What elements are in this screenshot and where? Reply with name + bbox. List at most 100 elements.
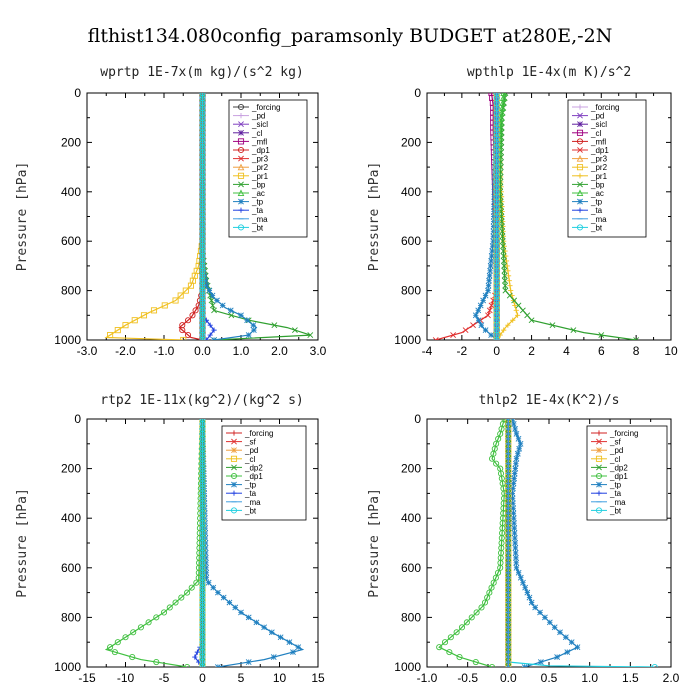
- legend-entry: _bt: [233, 223, 264, 232]
- series-point: [207, 332, 213, 338]
- legend-marker: [231, 481, 237, 488]
- series-point: [214, 664, 221, 667]
- legend-entry: _tp: [226, 481, 257, 490]
- series-point: [245, 332, 252, 338]
- series-group: [104, 93, 314, 340]
- series-point: [130, 629, 137, 636]
- x-tick-label: -2: [457, 344, 468, 358]
- series-point: [633, 337, 640, 340]
- series-point: [490, 238, 497, 245]
- series-point: [497, 430, 504, 437]
- y-tick-label: 800: [61, 610, 81, 624]
- series-point: [505, 419, 512, 422]
- x-tick-label: 2: [528, 344, 535, 358]
- series-point: [244, 317, 251, 324]
- legend: _forcing_sf_pd_cl_dp2_dp1_tp_ta_ma_bt: [221, 425, 307, 521]
- legend-marker: [595, 472, 603, 480]
- legend-marker: [237, 224, 245, 231]
- legend-label: _sf: [609, 438, 621, 447]
- series-point: [513, 430, 520, 437]
- legend-marker: [231, 447, 237, 454]
- series-point: [500, 233, 507, 239]
- series-point: [484, 594, 491, 601]
- series-point: [510, 485, 516, 492]
- chart-panels: wprtp 1E-7x(m kg)/(s^2 kg) Pressure [hPa]…: [15, 65, 680, 685]
- series-bt: [199, 419, 206, 667]
- legend-label: _forcing: [251, 103, 280, 112]
- series-point: [182, 287, 189, 294]
- series-point: [245, 614, 252, 621]
- x-tick-label: 8: [633, 344, 640, 358]
- legend-entry: _cl: [591, 455, 620, 464]
- legend-entry: _pd: [572, 112, 604, 121]
- series-group: [104, 419, 305, 667]
- legend-entry: _ac: [233, 189, 265, 198]
- series-point: [485, 287, 491, 294]
- series-point: [192, 307, 199, 314]
- x-tick-label: 5: [238, 671, 245, 685]
- series-point: [194, 649, 200, 655]
- series-point: [504, 263, 510, 269]
- series-point: [501, 267, 508, 274]
- series-point: [193, 579, 200, 586]
- series-point: [107, 644, 114, 651]
- legend-entry: _mfl: [572, 137, 606, 146]
- legend-label: _bt: [609, 506, 622, 515]
- series-point: [238, 609, 244, 616]
- y-tick-label: 200: [401, 135, 421, 149]
- series-point: [184, 589, 191, 596]
- y-tick-label: 400: [61, 511, 81, 525]
- series-point: [456, 654, 463, 661]
- series-point: [192, 654, 198, 660]
- x-tick-label: 0.5: [541, 671, 558, 685]
- legend-label: _cl: [251, 129, 262, 138]
- series-point: [517, 440, 524, 447]
- series-point: [500, 248, 507, 254]
- series-point: [489, 248, 496, 254]
- series-group: [436, 419, 658, 667]
- legend-marker: [577, 198, 583, 205]
- series-point: [253, 619, 260, 626]
- legend-entry: _sf: [591, 438, 621, 447]
- series-point: [524, 589, 531, 596]
- y-tick-label: 200: [61, 135, 81, 149]
- legend-entry: _bt: [591, 506, 622, 515]
- series-point: [510, 317, 516, 323]
- series-point: [519, 307, 526, 314]
- y-tick-label: 400: [401, 511, 421, 525]
- series-point: [129, 654, 136, 661]
- series-point: [446, 649, 453, 656]
- legend-entry: _ta: [591, 489, 622, 498]
- legend-label: _pd: [590, 112, 604, 121]
- series-point: [507, 283, 513, 289]
- series-point: [202, 550, 209, 556]
- legend-marker: [238, 207, 244, 213]
- panel-title: rtp2 1E-11x(kg^2)/(kg^2 s): [100, 393, 304, 408]
- series-point: [499, 238, 506, 245]
- legend-entry: _bt: [572, 223, 603, 232]
- series-point: [211, 307, 217, 314]
- series-point: [202, 554, 209, 561]
- series-point: [502, 287, 509, 294]
- legend-entry: _pr1: [572, 172, 608, 181]
- legend-marker: [596, 481, 602, 488]
- series-group: [432, 93, 640, 340]
- series-point: [470, 322, 476, 329]
- legend-marker: [577, 207, 583, 213]
- series-point: [546, 619, 553, 626]
- legend-label: _bp: [590, 180, 605, 189]
- x-tick-label: 0.0: [500, 671, 517, 685]
- series-point: [510, 500, 516, 507]
- x-tick-label: 6: [598, 344, 605, 358]
- series-point: [226, 599, 233, 606]
- series-point: [487, 267, 494, 274]
- legend-label: _forcing: [609, 429, 638, 438]
- y-axis-label: Pressure [hPa]: [367, 162, 382, 272]
- legend-entry: _ta: [233, 206, 264, 215]
- series-point: [271, 322, 278, 329]
- series-point: [214, 297, 220, 304]
- legend-marker: [238, 155, 244, 162]
- series-point: [220, 594, 227, 601]
- series-point: [532, 604, 539, 611]
- panel-title: thlp2 1E-4x(K^2)/s: [479, 393, 620, 408]
